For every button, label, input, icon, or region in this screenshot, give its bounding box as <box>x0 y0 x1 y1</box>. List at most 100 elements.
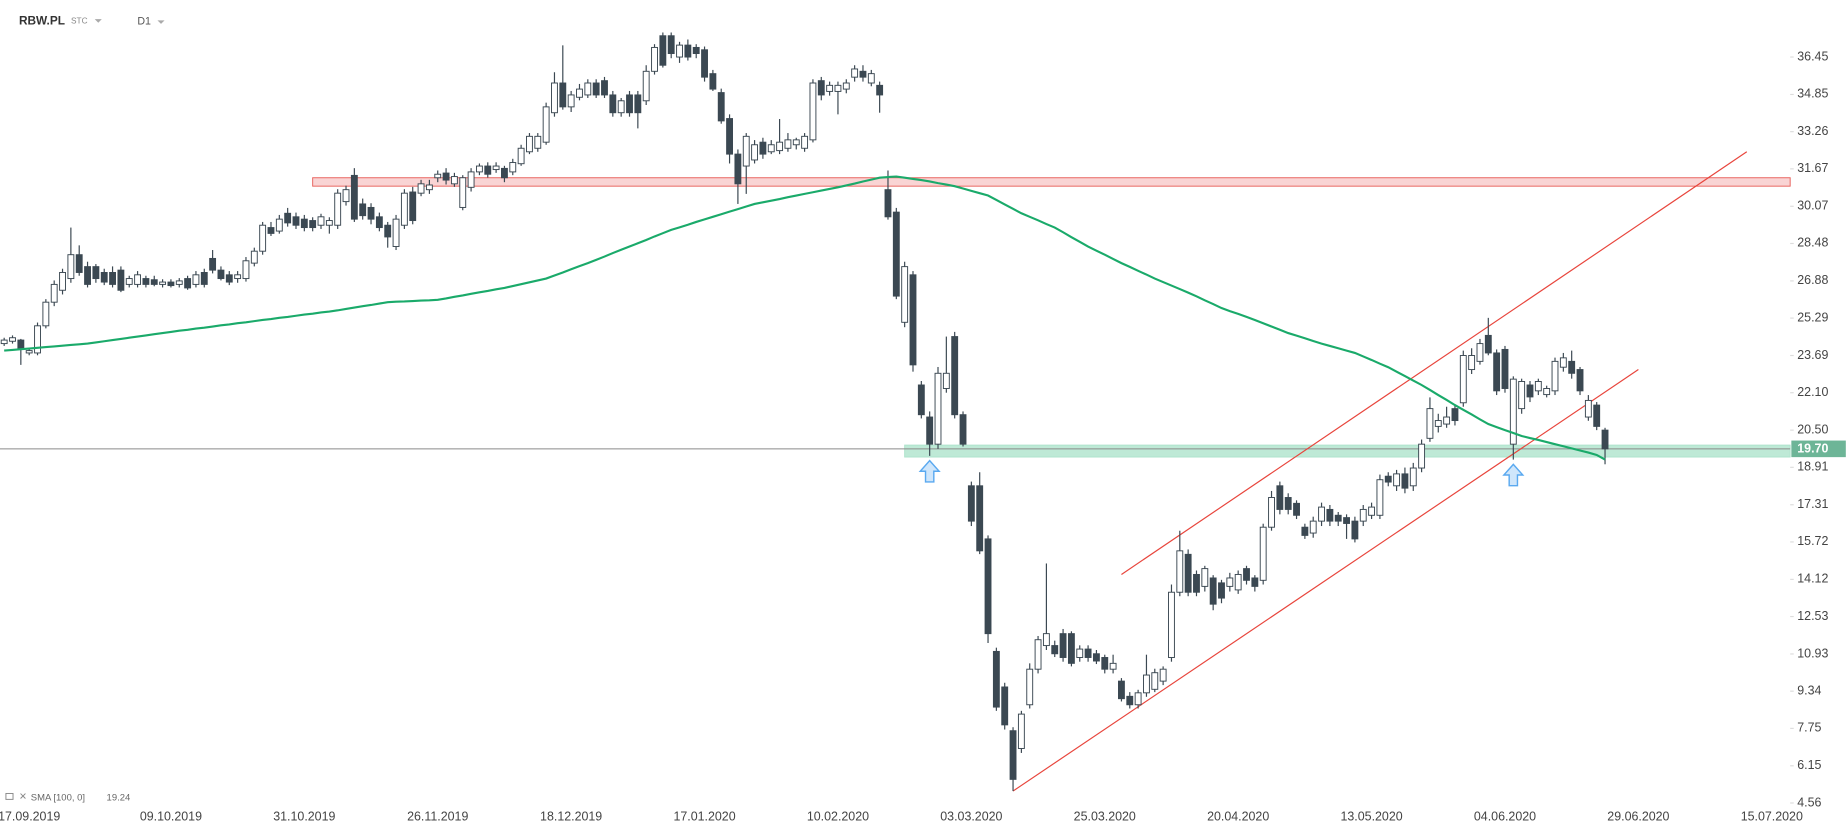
signal-arrow <box>918 459 941 483</box>
candle-body <box>209 257 217 271</box>
candle-body <box>1101 657 1109 670</box>
candle-body <box>1268 497 1275 528</box>
candle-body <box>1359 508 1367 522</box>
candle-body <box>759 141 767 155</box>
candle-body <box>867 73 875 84</box>
dropdown-icon[interactable] <box>94 19 102 23</box>
candle-body <box>1243 568 1250 581</box>
candle-body <box>551 82 558 114</box>
candle-body <box>325 220 333 226</box>
candle-body <box>984 538 992 635</box>
candle-body <box>826 84 834 92</box>
candle-body <box>434 173 442 179</box>
legend-icon[interactable] <box>5 792 14 800</box>
y-tick-label: 23.69 <box>1797 348 1828 362</box>
candle-body <box>592 82 600 96</box>
candle-body <box>150 279 158 285</box>
candle-body <box>1151 672 1159 690</box>
y-tick-label: 20.50 <box>1797 422 1828 436</box>
x-tick-label: 31.10.2019 <box>273 809 335 823</box>
candle-body <box>1443 416 1451 425</box>
candle-body <box>1251 577 1259 587</box>
candle-body <box>9 337 16 342</box>
candle-body <box>109 272 116 285</box>
candle-body <box>1393 473 1401 487</box>
candle-body <box>1593 404 1601 427</box>
candle-body <box>1418 443 1426 469</box>
symbol[interactable]: RBW.PL <box>19 14 65 28</box>
candle-body <box>926 416 934 445</box>
candle-body <box>1059 633 1067 658</box>
candle-body <box>417 183 425 194</box>
candle-body <box>701 49 708 78</box>
dropdown-icon[interactable] <box>157 20 165 24</box>
candle-body <box>292 216 300 226</box>
candle-body <box>1042 633 1050 647</box>
candle-body <box>801 135 809 149</box>
candle-body <box>659 35 667 66</box>
candle-body <box>392 218 400 247</box>
candle-body <box>1134 692 1142 706</box>
candle-body <box>84 266 91 285</box>
candle-body <box>1351 520 1359 540</box>
chart-type[interactable]: STC <box>71 17 88 26</box>
candle-body <box>1143 674 1150 694</box>
candle-body <box>609 94 617 114</box>
y-tick-label: 14.12 <box>1797 572 1828 586</box>
candle-body <box>1067 633 1075 664</box>
candle-body <box>976 485 984 552</box>
candle-body <box>501 167 508 179</box>
candle-body <box>1193 573 1200 593</box>
candle-body <box>1293 502 1300 516</box>
candle-body <box>817 80 825 96</box>
y-tick-label: 31.67 <box>1797 161 1828 175</box>
close-icon[interactable]: ✕ <box>19 792 27 803</box>
candle-body <box>1168 591 1175 658</box>
legend-value: 19.24 <box>107 793 131 804</box>
candle-body <box>1434 420 1442 427</box>
candle-body <box>567 94 575 108</box>
y-tick-label: 25.29 <box>1797 310 1828 324</box>
candle-body <box>75 254 83 273</box>
candle-body <box>842 82 850 90</box>
x-tick-label: 17.01.2020 <box>673 809 735 823</box>
candle-body <box>1092 653 1100 662</box>
candle-body <box>317 216 325 226</box>
candle-body <box>734 153 742 185</box>
candle-body <box>1084 648 1092 658</box>
candle-body <box>117 269 125 291</box>
candle-body <box>526 135 533 153</box>
candle-body <box>1384 475 1392 483</box>
y-tick-label: 18.91 <box>1797 460 1828 474</box>
candle-body <box>942 372 950 389</box>
candle-body <box>1468 355 1476 371</box>
candle-body <box>1001 686 1009 726</box>
candle-body <box>142 278 150 285</box>
zone <box>904 444 1791 458</box>
interval[interactable]: D1 <box>137 15 151 27</box>
y-tick-label: 15.72 <box>1797 534 1828 548</box>
candle-body <box>1518 381 1526 410</box>
candle-body <box>1509 378 1517 445</box>
last-price-label: 19.70 <box>1797 442 1828 456</box>
candle-body <box>1334 514 1342 522</box>
candle-body <box>651 46 658 72</box>
candle-body <box>967 485 975 522</box>
y-tick-label: 10.93 <box>1797 646 1828 660</box>
candle-body <box>1476 343 1484 362</box>
candle-body <box>1201 568 1209 587</box>
y-tick-label: 33.26 <box>1797 124 1828 138</box>
candle-body <box>1184 553 1192 593</box>
candle-body <box>192 274 200 285</box>
x-tick-label: 17.09.2019 <box>0 809 60 823</box>
trendline <box>1121 151 1748 575</box>
candle-body <box>1501 348 1509 389</box>
candle-body <box>334 192 342 226</box>
y-tick-label: 9.34 <box>1797 683 1821 697</box>
candle-body <box>475 165 483 173</box>
candle-body <box>559 82 567 108</box>
candle-body <box>1451 408 1459 422</box>
candle-body <box>634 94 642 114</box>
candle-body <box>876 84 884 96</box>
candle-body <box>1051 645 1059 655</box>
